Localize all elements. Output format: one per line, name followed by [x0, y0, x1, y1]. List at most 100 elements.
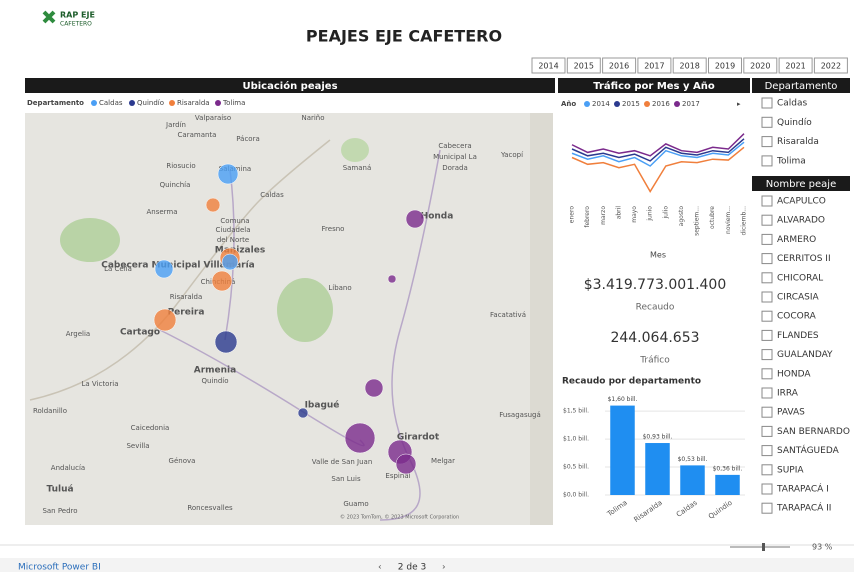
x-tick-label: junio: [647, 206, 654, 222]
year-label: 2021: [785, 62, 805, 71]
slicer-item[interactable]: CIRCASIA: [777, 293, 820, 303]
kpi-value: 244.064.653: [610, 330, 699, 346]
slicer-item[interactable]: HONDA: [777, 369, 811, 379]
data-label: $0,36 bill.: [713, 465, 743, 472]
x-tick-label: mayo: [631, 206, 638, 223]
checkbox[interactable]: [762, 388, 772, 398]
map-bubble[interactable]: [406, 210, 424, 228]
map-place-label: Fresno: [322, 225, 345, 233]
zoom-level: 93 %: [812, 543, 833, 552]
bar[interactable]: [610, 406, 635, 495]
checkbox[interactable]: [762, 196, 772, 206]
dashboard: RAP EJE CAFETERO PEAJES EJE CAFETERO Ubi…: [0, 0, 854, 572]
map-bubble[interactable]: [218, 164, 238, 184]
checkbox[interactable]: [762, 215, 772, 225]
slicer-item[interactable]: SANTÁGUEDA: [777, 444, 840, 456]
slicer-item[interactable]: FLANDES: [777, 331, 819, 341]
map-bubble[interactable]: [345, 423, 375, 453]
slicer-item[interactable]: Risaralda: [777, 137, 819, 147]
map-place-label: La Victoria: [82, 380, 119, 388]
map-place-label: Honda: [421, 212, 454, 222]
checkbox[interactable]: [762, 234, 772, 244]
checkbox[interactable]: [762, 273, 772, 283]
map-bubble[interactable]: [212, 271, 232, 291]
legend-swatch: [91, 100, 97, 106]
slicer-item[interactable]: Caldas: [777, 99, 808, 109]
map-park: [341, 138, 369, 162]
y-tick-label: $0,5 bill.: [563, 464, 589, 471]
checkbox[interactable]: [762, 137, 772, 147]
checkbox[interactable]: [762, 484, 772, 494]
x-tick-label: febrero: [584, 206, 591, 228]
checkbox[interactable]: [762, 156, 772, 166]
bar[interactable]: [715, 475, 740, 495]
map-place-label: Caramanta: [178, 131, 217, 139]
map-bubble[interactable]: [396, 454, 416, 474]
prev-page[interactable]: ‹: [378, 563, 382, 572]
map-bubble[interactable]: [154, 309, 176, 331]
checkbox[interactable]: [762, 446, 772, 456]
x-tick-label: julio: [662, 206, 669, 220]
slicer-item[interactable]: GUALANDAY: [777, 350, 833, 360]
checkbox[interactable]: [762, 292, 772, 302]
slicer-item[interactable]: PAVAS: [777, 408, 805, 418]
slicer-item[interactable]: ALVARADO: [777, 216, 825, 226]
map-place-label: Samaná: [343, 164, 372, 172]
zoom-thumb[interactable]: [762, 543, 765, 551]
legend-label: Tolima: [222, 99, 245, 107]
checkbox[interactable]: [762, 369, 772, 379]
map-place-label: Dorada: [442, 164, 468, 172]
year-label: 2016: [609, 62, 629, 71]
kpi-value: $3.419.773.001.400: [584, 277, 727, 293]
checkbox[interactable]: [762, 503, 772, 513]
map-place-label: San Pedro: [42, 507, 77, 515]
slicer-item[interactable]: CHICORAL: [777, 273, 823, 283]
checkbox[interactable]: [762, 330, 772, 340]
legend-label: Quindío: [137, 99, 164, 107]
slicer-item[interactable]: ACAPULCO: [777, 197, 826, 207]
x-tick-label: Risaralda: [633, 499, 664, 524]
map-place-label: Cartago: [120, 328, 160, 338]
map-place-label: Roldanillo: [33, 407, 67, 415]
checkbox[interactable]: [762, 426, 772, 436]
slicer-item[interactable]: COCORA: [777, 312, 817, 322]
slicer-item[interactable]: IRRA: [777, 389, 799, 399]
slicer-item[interactable]: SUPIA: [777, 465, 804, 475]
slicer-item[interactable]: Tolima: [776, 156, 806, 166]
checkbox[interactable]: [762, 465, 772, 475]
checkbox[interactable]: [762, 117, 772, 127]
slicer-item[interactable]: ARMERO: [777, 235, 816, 245]
checkbox[interactable]: [762, 311, 772, 321]
checkbox[interactable]: [762, 350, 772, 360]
legend-swatch: [644, 101, 650, 107]
bar[interactable]: [645, 443, 670, 495]
slicer-item[interactable]: TARAPACÁ II: [776, 502, 831, 514]
map-bubble[interactable]: [298, 408, 308, 418]
map-place-label: San Luis: [331, 475, 361, 483]
checkbox[interactable]: [762, 98, 772, 108]
slicer-item[interactable]: TARAPACÁ I: [776, 483, 829, 495]
map-bubble[interactable]: [155, 260, 173, 278]
map-place-label: Caldas: [260, 191, 284, 199]
legend-label: Caldas: [99, 99, 123, 107]
kpi-label: Tráfico: [639, 356, 670, 366]
legend-scroll[interactable]: ▸: [737, 100, 741, 108]
checkbox[interactable]: [762, 407, 772, 417]
map-bubble[interactable]: [388, 275, 396, 283]
line-series: [572, 134, 744, 156]
slicer-item[interactable]: Quindío: [777, 118, 812, 128]
slicer-item[interactable]: SAN BERNARDO: [777, 427, 850, 437]
checkbox[interactable]: [762, 254, 772, 264]
legend-label: 2017: [682, 100, 700, 108]
footer-brand[interactable]: Microsoft Power BI: [18, 563, 101, 572]
slicer-item[interactable]: CERRITOS II: [777, 254, 831, 264]
map-bubble[interactable]: [215, 331, 237, 353]
chart-title: Recaudo por departamento: [562, 377, 701, 387]
bar[interactable]: [680, 465, 705, 495]
map-bubble[interactable]: [222, 254, 238, 270]
next-page[interactable]: ›: [442, 563, 446, 572]
map-place-label: Fusagasugá: [499, 411, 541, 419]
year-label: 2022: [821, 62, 841, 71]
map-bubble[interactable]: [206, 198, 220, 212]
map-bubble[interactable]: [365, 379, 383, 397]
